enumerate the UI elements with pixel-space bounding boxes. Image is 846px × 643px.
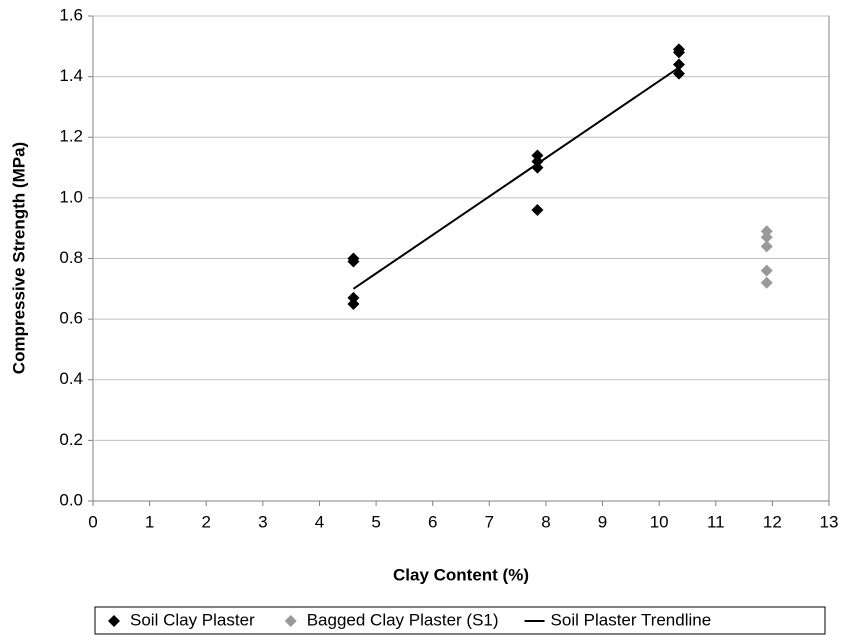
point [347, 291, 360, 304]
y-tick-label: 1.2 [59, 127, 83, 146]
x-tick-label: 7 [485, 512, 494, 531]
x-tick-label: 11 [707, 512, 725, 531]
x-tick-label: 4 [315, 512, 324, 531]
point [531, 149, 544, 162]
x-tick-label: 10 [650, 512, 669, 531]
x-tick-label: 2 [201, 512, 210, 531]
point [760, 225, 773, 238]
y-tick-label: 0.4 [59, 369, 83, 388]
point [760, 240, 773, 253]
point [760, 264, 773, 277]
point [672, 46, 685, 59]
legend-label: Soil Plaster Trendline [551, 610, 712, 629]
legend-symbol [284, 615, 297, 627]
x-tick-label: 6 [428, 512, 437, 531]
x-tick-label: 5 [371, 512, 380, 531]
trendline [352, 66, 680, 290]
y-tick-label: 0.8 [59, 248, 83, 267]
x-tick-label: 12 [763, 512, 782, 531]
point [347, 255, 360, 268]
point [347, 297, 360, 310]
x-tick-label: 3 [258, 512, 267, 531]
x-tick-label: 8 [541, 512, 550, 531]
x-tick-label: 13 [820, 512, 839, 531]
y-tick-label: 0.0 [59, 490, 83, 509]
x-tick-label: 1 [145, 512, 154, 531]
y-tick-label: 1.6 [59, 5, 83, 24]
x-tick-label: 9 [598, 512, 607, 531]
y-tick-label: 0.6 [59, 309, 83, 328]
x-axis-label: Clay Content (%) [393, 565, 529, 584]
point [760, 231, 773, 244]
y-axis-label: Compressive Strength (MPa) [9, 142, 28, 374]
y-tick-label: 0.2 [59, 430, 83, 449]
point [531, 155, 544, 168]
legend-label: Soil Clay Plaster [130, 610, 255, 629]
point [531, 204, 544, 216]
point [760, 276, 773, 289]
point [672, 58, 685, 71]
legend-symbol [108, 615, 120, 627]
point [531, 161, 544, 174]
x-tick-label: 0 [88, 512, 97, 531]
legend [94, 606, 826, 635]
y-tick-label: 1.4 [59, 66, 83, 85]
legend-label: Bagged Clay Plaster (S1) [307, 610, 499, 629]
y-tick-label: 1.0 [59, 187, 83, 206]
